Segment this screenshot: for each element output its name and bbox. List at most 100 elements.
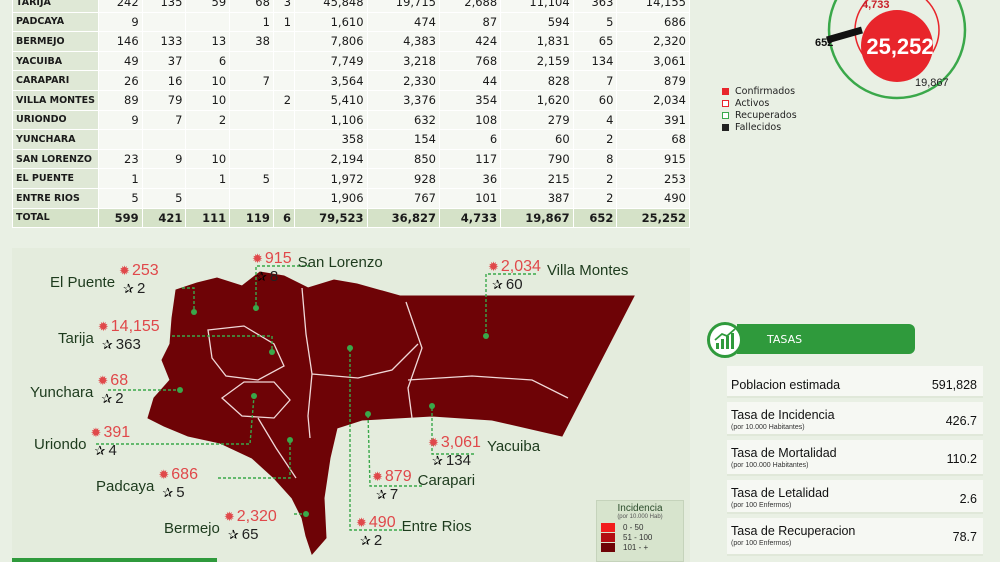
table-cell: 26 bbox=[97, 70, 143, 91]
donut-chart: 25,252 4,733 652 19,867 bbox=[815, 0, 967, 100]
death-count: 60 bbox=[505, 276, 523, 293]
leader-entre-rios bbox=[349, 348, 402, 531]
table-cell: 60 bbox=[500, 129, 574, 150]
border-east bbox=[405, 301, 423, 419]
table-cell bbox=[272, 70, 296, 91]
deaths-wedge bbox=[826, 26, 863, 44]
case-count: 68 bbox=[110, 372, 129, 389]
table-row: YACUIBA 49 37 6 7,749 3,218 768 2,159 134 3,061 bbox=[12, 50, 690, 72]
table-cell: 59 bbox=[185, 0, 231, 13]
ribbon-icon: ✰ bbox=[227, 527, 239, 542]
table-cell bbox=[272, 148, 296, 170]
deaths-value: 652 bbox=[815, 37, 833, 49]
table-row: YUNCHARA 358 154 6 60 2 68 bbox=[12, 129, 690, 150]
table-cell: 279 bbox=[500, 109, 574, 131]
rate-sublabel: (por 100 Enfermos) bbox=[731, 540, 792, 547]
active-value: 4,733 bbox=[862, 0, 890, 11]
place-name: Yunchara bbox=[30, 384, 94, 401]
table-cell: 1 bbox=[97, 168, 143, 189]
table-cell: 2,320 bbox=[616, 31, 690, 52]
table-cell: 14,155 bbox=[616, 0, 690, 13]
ribbon-icon: ✰ bbox=[101, 337, 113, 352]
summary-donut-panel: 25,252 4,733 652 19,867 bbox=[707, 0, 987, 155]
rate-row: Tasa de Incidencia (por 10.000 Habitantes… bbox=[727, 402, 983, 436]
marker-uriondo: Uriondo ✹ 391 ✰ 4 bbox=[34, 424, 130, 460]
table-cell: 154 bbox=[366, 129, 441, 150]
table-cell: 36,827 bbox=[366, 207, 441, 229]
table-cell: 2,034 bbox=[616, 89, 690, 111]
death-count: 363 bbox=[115, 336, 141, 353]
marker-bermejo: Bermejo ✹ 2,320 ✰ 65 bbox=[164, 508, 277, 544]
leader-el-puente bbox=[182, 287, 195, 312]
marker-el-puente: El Puente ✹ 253 ✰ 2 bbox=[50, 262, 159, 298]
death-count: 2 bbox=[115, 390, 124, 407]
rate-row: Poblacion estimada 591,828 bbox=[727, 366, 983, 398]
confirmed-value: 25,252 bbox=[866, 34, 933, 59]
table-cell: 3 bbox=[272, 0, 296, 13]
leader-san-lorenzo bbox=[255, 265, 310, 308]
table-cell: 768 bbox=[438, 50, 502, 72]
table-cell: 850 bbox=[366, 148, 441, 170]
table-cell bbox=[185, 187, 231, 209]
table-cell: 253 bbox=[616, 168, 690, 189]
municipality-name: PADCAYA bbox=[12, 11, 99, 33]
table-cell: 79 bbox=[141, 89, 187, 111]
border-uriondo bbox=[220, 381, 291, 419]
table-row: ENTRE RIOS 5 5 1,906 767 101 387 2 490 bbox=[12, 187, 690, 209]
marker-padcaya: Padcaya ✹ 686 ✰ 5 bbox=[96, 466, 198, 502]
place-name: Padcaya bbox=[96, 478, 155, 495]
table-cell: 7 bbox=[229, 70, 274, 91]
leader-carapari bbox=[367, 413, 422, 487]
table-cell: 6 bbox=[438, 129, 502, 150]
dot-el-puente bbox=[191, 309, 197, 315]
place-name: Uriondo bbox=[34, 436, 87, 453]
confirmed-disc bbox=[861, 10, 933, 82]
table-cell: 2,688 bbox=[438, 0, 502, 13]
ribbon-icon: ✰ bbox=[376, 487, 387, 502]
table-cell: 36 bbox=[438, 168, 502, 189]
ribbon-icon: ✰ bbox=[492, 277, 503, 292]
municipality-name: SAN LORENZO bbox=[12, 148, 99, 170]
incidence-legend: Incidencia (por 10.000 Hab) 0 - 50 51 - … bbox=[596, 500, 684, 562]
table-cell: 387 bbox=[500, 187, 574, 209]
table-cell: 44 bbox=[438, 70, 502, 91]
table-cell: 2 bbox=[572, 129, 618, 150]
table-cell: 358 bbox=[294, 129, 368, 150]
marker-san-lorenzo: ✹ 915 ✰ 8 San Lorenzo bbox=[252, 250, 383, 286]
table-cell: 7 bbox=[572, 70, 618, 91]
table-cell: 9 bbox=[97, 11, 143, 33]
table-cell: 215 bbox=[500, 168, 574, 189]
ribbon-icon: ✰ bbox=[360, 533, 371, 548]
virus-icon: ✹ bbox=[372, 469, 383, 484]
dot-tarija bbox=[269, 349, 275, 355]
table-row: TOTAL 599 421 111 119 6 79,523 36,827 4,733 19,86… bbox=[12, 207, 690, 229]
border-mid bbox=[311, 343, 419, 379]
table-cell: 45,848 bbox=[294, 0, 368, 13]
rate-value: 110.2 bbox=[946, 452, 977, 466]
rate-label: Tasa de Recuperacion bbox=[731, 524, 856, 538]
table-cell: 68 bbox=[229, 0, 274, 13]
table-cell: 1,610 bbox=[294, 11, 368, 33]
table-cell bbox=[141, 168, 187, 189]
table-row: PADCAYA 9 1 1 1,610 474 87 594 5 686 bbox=[12, 11, 690, 33]
table-cell: 49 bbox=[97, 50, 143, 72]
leader-dots bbox=[177, 305, 489, 517]
place-name: Carapari bbox=[417, 472, 476, 489]
virus-icon: ✹ bbox=[252, 251, 263, 266]
table-cell: 38 bbox=[229, 31, 274, 52]
table-cell: 10 bbox=[185, 148, 231, 170]
municipality-name: ENTRE RIOS bbox=[12, 187, 99, 209]
case-count: 3,061 bbox=[440, 434, 481, 451]
marker-carapari: ✹ 879 ✰ 7 Carapari bbox=[372, 468, 475, 504]
ribbon-icon: ✰ bbox=[162, 485, 174, 500]
table-cell bbox=[229, 187, 274, 209]
table-cell: 1,831 bbox=[500, 31, 574, 52]
dot-yacuiba bbox=[429, 403, 435, 409]
border-yacuiba bbox=[407, 375, 569, 399]
table-cell: 9 bbox=[141, 148, 187, 170]
municipality-name: BERMEJO bbox=[12, 31, 99, 52]
incidence-range-2: 51 - 100 bbox=[601, 532, 679, 542]
table-cell: 915 bbox=[616, 148, 690, 170]
table-cell: 1,620 bbox=[500, 89, 574, 111]
